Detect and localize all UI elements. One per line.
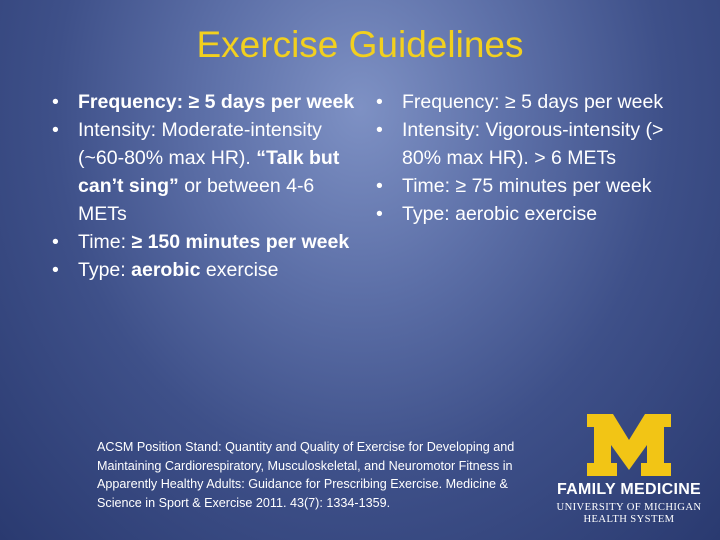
list-item-intensity: • Intensity: Moderate-intensity (~60-80%… [50, 116, 360, 228]
type-value: aerobic [131, 259, 201, 281]
list-item-frequency: • Frequency: ≥ 5 days per week [50, 88, 360, 116]
frequency-label: Frequency: [78, 91, 184, 113]
intensity-tail: or between 4-6 METs [78, 175, 315, 225]
health-system-name: HEALTH SYSTEM [583, 514, 675, 525]
list-item-time: • Time: ≥ 75 minutes per week [374, 172, 694, 200]
list-item-frequency: • Frequency: ≥ 5 days per week [374, 88, 694, 116]
bullet: • [376, 119, 383, 141]
list-item-time: • Time: ≥ 150 minutes per week [50, 228, 360, 256]
time-label: Time: [78, 231, 132, 253]
bullet: • [52, 231, 59, 253]
intensity-quote: “Talk but can’t sing” [78, 147, 340, 197]
citation-text: ACSM Position Stand: Quantity and Qualit… [97, 440, 515, 510]
bullet: • [52, 91, 59, 113]
list-item-type: • Type: aerobic exercise [50, 256, 360, 284]
bullet: • [376, 175, 383, 197]
type-tail: exercise [200, 259, 279, 281]
list-item-intensity: • Intensity: Vigorous-intensity (> 80% m… [374, 116, 694, 172]
university-name: UNIVERSITY OF MICHIGAN [556, 502, 702, 513]
frequency-text: Frequency: ≥ 5 days per week [402, 91, 664, 113]
intensity-text: Intensity: Vigorous-intensity (> 80% max… [402, 119, 664, 169]
list-item-type: • Type: aerobic exercise [374, 200, 694, 228]
bullet: • [52, 119, 59, 141]
slide-title: Exercise Guidelines [196, 24, 524, 65]
vigorous-guidelines-list: • Frequency: ≥ 5 days per week • Intensi… [374, 88, 694, 228]
department-name: FAMILY MEDICINE [556, 481, 702, 498]
frequency-value: ≥ 5 days per week [183, 91, 355, 113]
bullet: • [376, 91, 383, 113]
bullet: • [52, 259, 59, 281]
type-label: Type: [78, 259, 132, 281]
intensity-label: Intensity: Moderate-intensity (~60-80% m… [78, 119, 322, 169]
block-m-icon [587, 414, 671, 476]
time-text: Time: ≥ 75 minutes per week [402, 175, 652, 197]
bullet: • [376, 203, 383, 225]
time-value: ≥ 150 minutes per week [131, 231, 350, 253]
family-medicine-logo: FAMILY MEDICINE UNIVERSITY OF MICHIGAN H… [556, 412, 702, 526]
moderate-guidelines-list: • Frequency: ≥ 5 days per week • Intensi… [50, 88, 360, 284]
type-text: Type: aerobic exercise [402, 203, 598, 225]
